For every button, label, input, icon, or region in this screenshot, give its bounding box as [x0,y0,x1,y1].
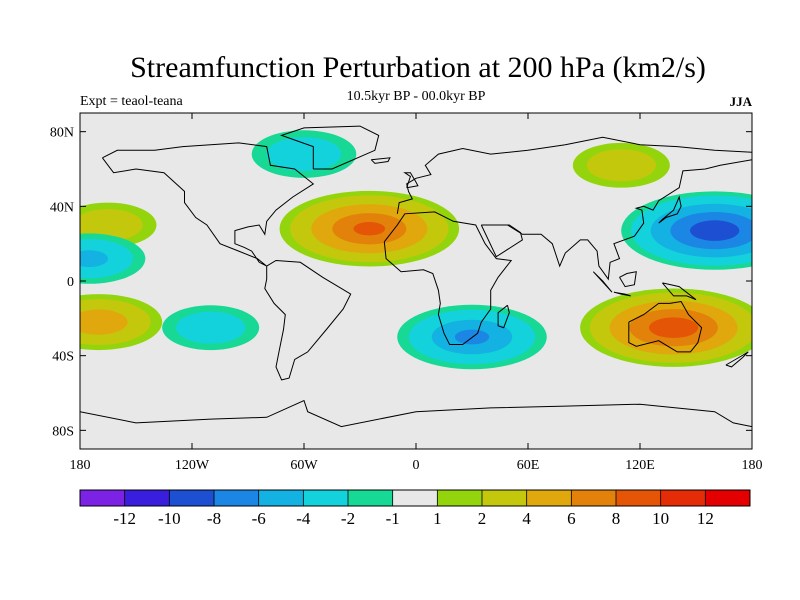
colorbar-label: 4 [522,509,531,528]
contour-band [80,250,109,267]
chart-title: Streamfunction Perturbation at 200 hPa (… [130,51,706,84]
colorbar-swatch [124,490,170,506]
colorbar-label: -12 [113,509,136,528]
anomaly-center [251,130,357,178]
colorbar-swatch [660,490,706,506]
y-tick-label: 0 [67,275,74,290]
colorbar-swatch [437,490,483,506]
colorbar-label: -8 [207,509,221,528]
colorbar-label: 10 [652,509,669,528]
y-tick-label: 80S [52,424,74,439]
colorbar-label: -4 [296,509,311,528]
colorbar-label: 1 [433,509,442,528]
colorbar-label: -1 [386,509,400,528]
colorbar-swatch [526,490,572,506]
x-tick-label: 180 [70,458,91,473]
x-tick-label: 180 [742,458,763,473]
colorbar-label: -2 [341,509,355,528]
colorbar-swatch [482,490,528,506]
coastlines [80,125,752,428]
colorbar-label: -6 [252,509,266,528]
y-tick-label: 80N [50,126,74,141]
colorbar-label: 2 [478,509,487,528]
colorbar-swatch [571,490,617,506]
contour-band [353,222,386,236]
coastline-segment [370,157,391,164]
colorbar-swatch [348,490,394,506]
contour-band [658,321,689,334]
anomaly-center [621,191,752,270]
coastline-segment [396,136,752,214]
colorbar-frame [79,489,751,507]
coastline-segment [101,142,315,267]
x-tick-label: 120E [625,458,655,473]
x-tick-label: 60W [290,458,318,473]
contour-fields [80,130,752,370]
anomaly-center [162,305,260,351]
coastline-segment [280,125,380,170]
coastline-segment [725,351,749,368]
x-tick-label: 0 [413,458,420,473]
coastline-segment [264,259,352,381]
colorbar-swatch [169,490,215,506]
colorbar-label: 6 [567,509,576,528]
coastline-segment [507,159,752,281]
colorbar-swatch [214,490,260,506]
coastline-segment [613,291,631,297]
x-tick-label: 120W [175,458,210,473]
contour-band [87,215,129,235]
colorbar-swatch [392,490,438,506]
colorbar-swatch [616,490,662,506]
x-tick-label: 60E [517,458,540,473]
contour-band [281,143,327,165]
colorbar-swatch [258,490,304,506]
axis-ticks: 180 120W 60W 0 60E 120E 180 80N 40N 0 40S 80S [50,113,763,473]
colorbar: -12 -10 -8 -6 -4 -2 -1 1 2 4 6 8 10 12 [79,489,751,528]
coastline-segment [662,282,697,301]
colorbar-label: 12 [697,509,714,528]
experiment-label: Expt = teaol-teana [80,94,183,109]
y-tick-label: 40S [52,350,74,365]
contour-band [699,224,730,237]
colorbar-swatch [303,490,349,506]
colorbar-label: -10 [158,509,181,528]
coastline-segment [619,271,637,288]
chart-subtitle: 10.5kyr BP - 00.0kyr BP [346,89,486,104]
anomaly-center [279,190,460,267]
colorbar-swatch [80,490,126,506]
coastline-segment [592,271,613,293]
anomaly-center [80,294,163,351]
coastline-segment [383,211,513,345]
anomaly-center [580,288,752,367]
y-tick-label: 40N [50,200,74,215]
coastline-segment [80,399,752,428]
coastline-segment [628,300,703,353]
colorbar-swatch [705,490,751,506]
contour-band [189,318,232,338]
coastline-segment [403,172,419,189]
contour-band [600,155,643,175]
coastline-segment [480,224,523,258]
anomaly-center [572,142,670,188]
coastline-segment [497,304,510,329]
contour-band [81,314,116,330]
colorbar-label: 8 [612,509,621,528]
season-label: JJA [729,94,752,109]
anomaly-center [80,233,146,284]
coastline-segment [658,195,682,224]
